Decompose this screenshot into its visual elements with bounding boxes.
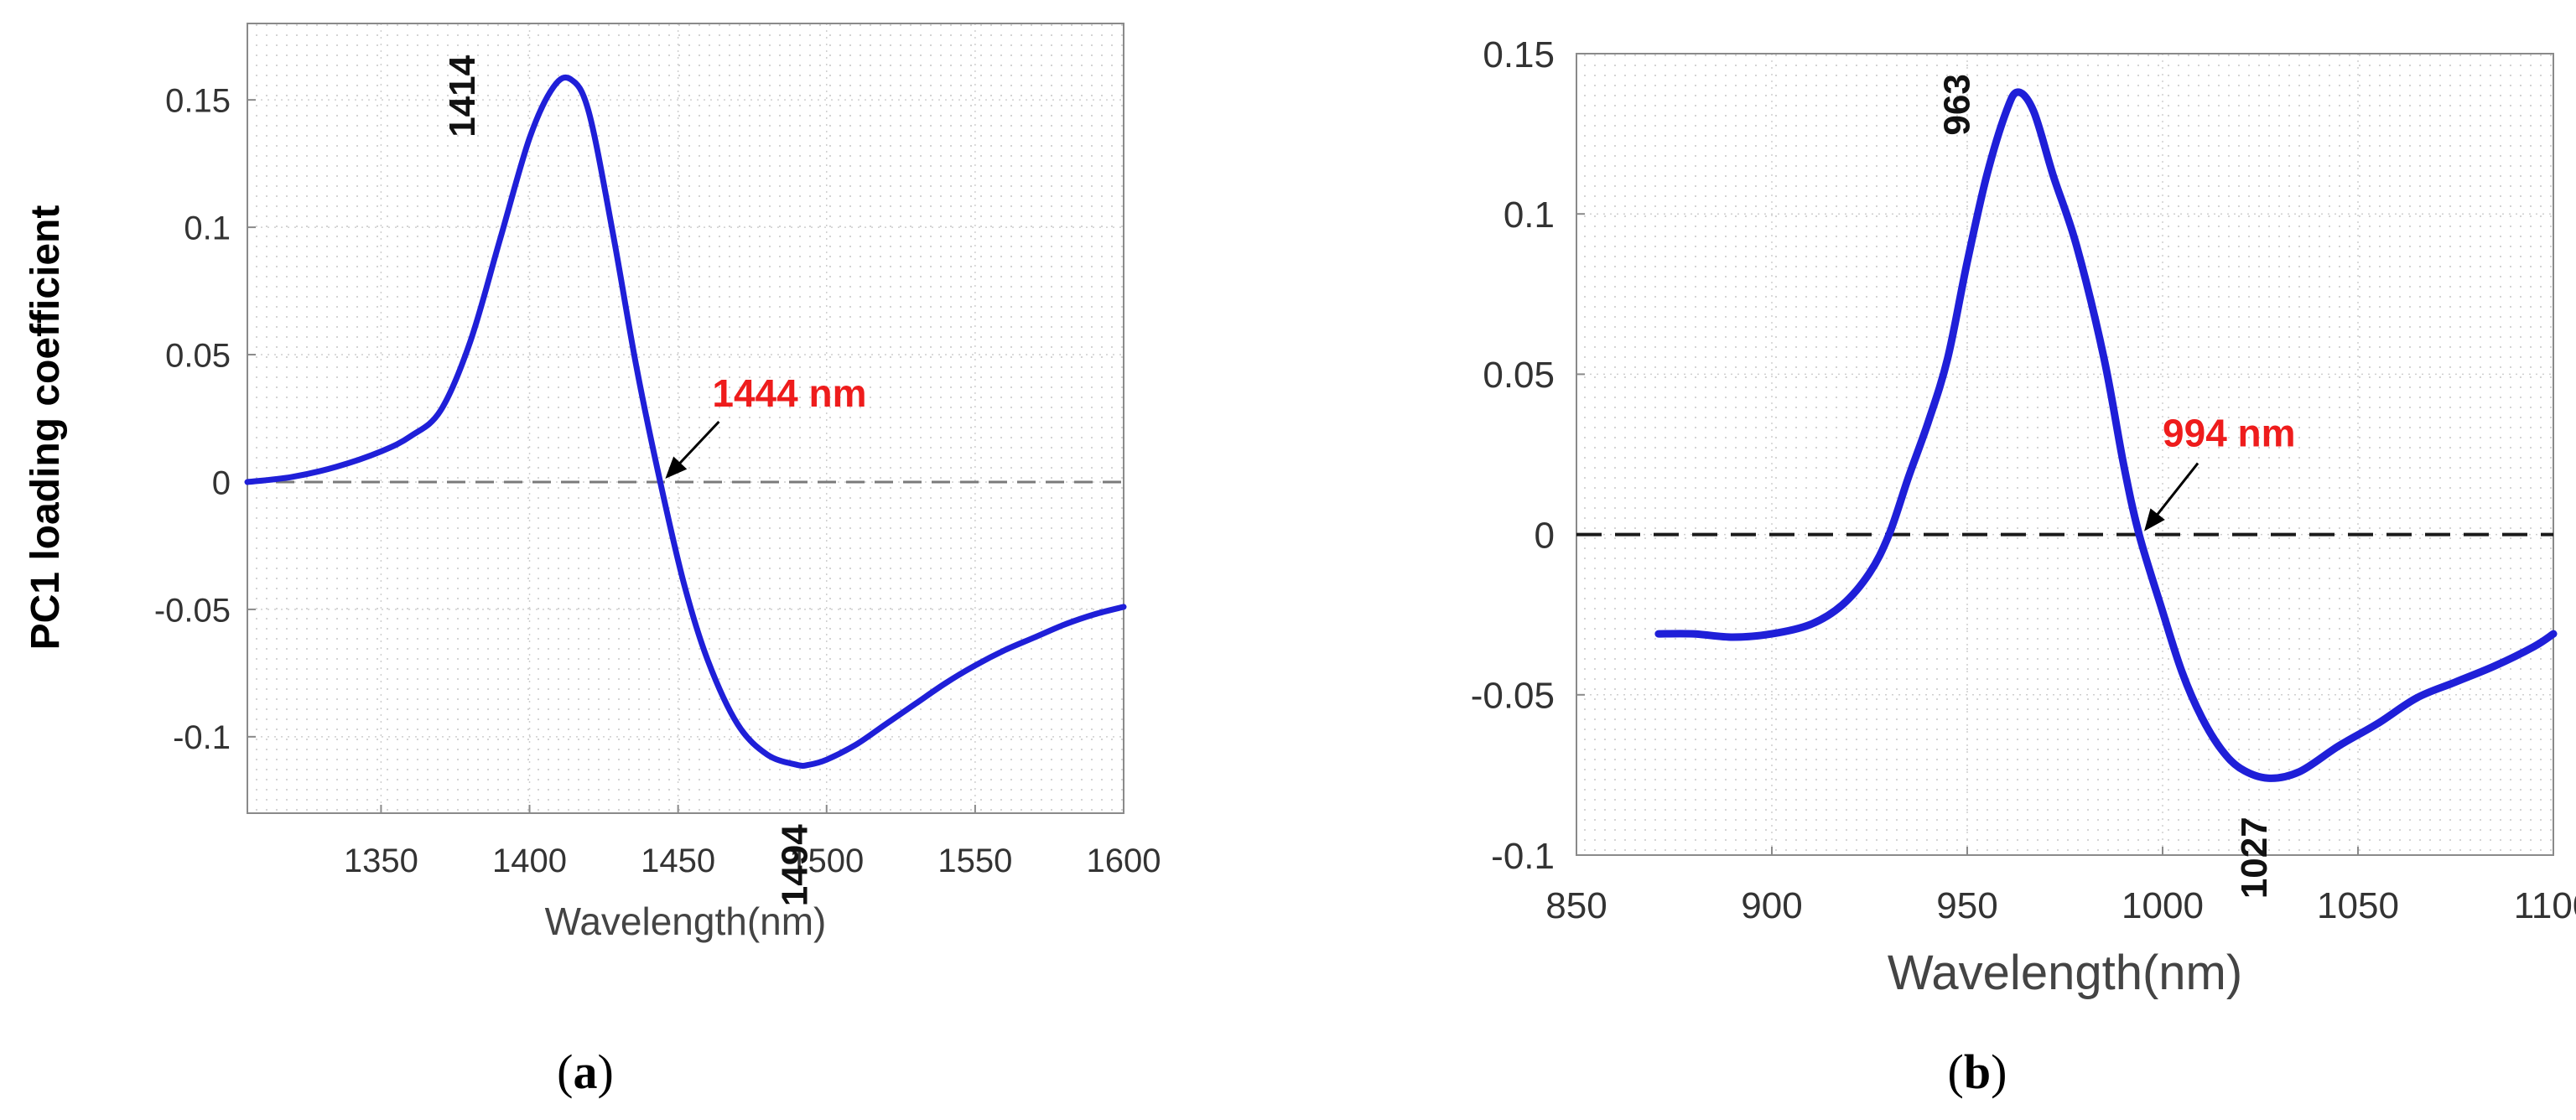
y-tick-label: 0	[1535, 515, 1555, 556]
zero-crossing-label-b: 994 nm	[2163, 412, 2296, 455]
arrow-b	[2153, 462, 2199, 519]
panel-label-a: (a)	[557, 1045, 614, 1099]
chart-panel-a: 1350 1400 1450 1500 1550 1600 -0.1 -0.05 0 0.05 0…	[154, 23, 1161, 1099]
x-tick-label: 1450	[641, 843, 715, 879]
y-tick-label: 0.05	[1483, 355, 1555, 396]
chart-panel-b: 850 900 950 1000 1050 1100 -0.1 -0.05 0 0.05 0.1 0…	[1471, 34, 2576, 1099]
y-tick-label: -0.1	[173, 719, 231, 756]
zero-crossing-label-a: 1444 nm	[712, 371, 866, 415]
x-tick-label: 900	[1741, 885, 1802, 926]
y-tick-label: -0.05	[1471, 676, 1555, 717]
y-ticks-a: -0.1 -0.05 0 0.05 0.1 0.15	[154, 83, 256, 756]
y-tick-label: 0.1	[184, 210, 231, 246]
x-ticks-a: 1350 1400 1450 1500 1550 1600	[344, 805, 1161, 879]
peak-label-b-1: 963	[1937, 74, 1978, 135]
x-tick-label: 1500	[789, 843, 864, 879]
y-tick-label: -0.1	[1491, 836, 1555, 877]
peak-label-a-1: 1414	[442, 54, 483, 137]
grid-a	[247, 23, 1124, 813]
series-line-b	[1654, 88, 2558, 782]
grid-dots-a	[247, 23, 1124, 813]
x-tick-label: 950	[1936, 885, 1997, 926]
x-tick-label: 850	[1545, 885, 1607, 926]
x-tick-label: 1100	[2514, 885, 2576, 926]
arrowhead-a	[665, 456, 688, 479]
arrow-a	[676, 420, 720, 468]
series-line-a	[244, 74, 1127, 769]
y-tick-label: 0.15	[165, 83, 231, 120]
x-tick-label: 1550	[937, 843, 1012, 879]
peak-label-a-2: 1494	[775, 824, 816, 906]
peak-label-b-2: 1027	[2234, 817, 2275, 899]
y-tick-label: -0.05	[154, 592, 231, 629]
x-axis-label-b: Wavelength(nm)	[1888, 946, 2242, 1000]
y-tick-label: 0.15	[1483, 34, 1555, 75]
x-tick-label: 1400	[492, 843, 567, 879]
x-tick-label: 1000	[2122, 885, 2204, 926]
grid-dots-b	[1576, 54, 2553, 855]
y-ticks-b: -0.1 -0.05 0 0.05 0.1 0.15	[1471, 34, 1585, 877]
x-tick-label: 1350	[344, 843, 418, 879]
y-tick-label: 0.05	[165, 337, 231, 374]
panel-label-b: (b)	[1948, 1045, 2007, 1099]
x-axis-label-a: Wavelength(nm)	[545, 900, 827, 943]
y-tick-label: 0	[212, 464, 231, 501]
grid-b	[1576, 53, 2554, 856]
x-ticks-b: 850 900 950 1000 1050 1100	[1545, 847, 2576, 926]
plot-frame-a	[247, 23, 1124, 814]
x-tick-label: 1050	[2317, 885, 2399, 926]
arrowhead-b	[2144, 508, 2165, 531]
y-tick-label: 0.1	[1504, 194, 1555, 236]
plot-frame-b	[1576, 53, 2554, 856]
y-axis-label: PC1 loading coefficient	[23, 205, 68, 651]
x-tick-label: 1600	[1087, 843, 1161, 879]
